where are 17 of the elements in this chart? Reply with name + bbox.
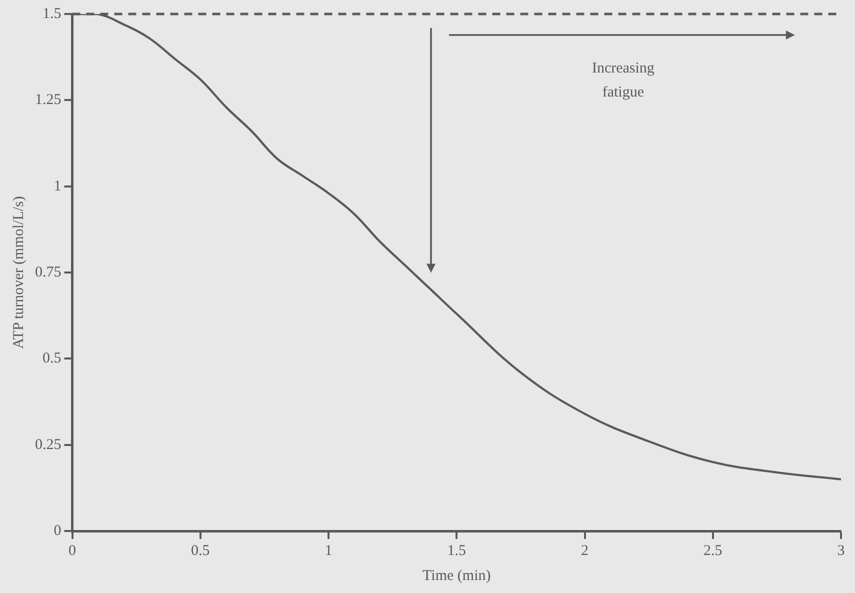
x-tick-label: 2 [581,542,588,559]
x-tick-label: 2.5 [704,542,722,559]
y-tick-label: 1 [54,178,62,194]
y-tick-label: 0.75 [35,264,62,280]
x-tick-label: 0.5 [191,542,210,559]
x-tick-label: 1 [324,542,332,559]
x-axis-title: Time (min) [422,568,491,584]
x-tick-label: 0 [68,542,76,559]
x-tick-label: 1.5 [447,542,466,559]
annotation: Increasing fatigue [592,60,655,101]
y-axis-title: ATP turnover (mmol/L/s) [10,196,27,349]
y-tick-label: 0 [54,522,62,539]
y-tick-label: 1.5 [42,6,62,22]
x-tick-label: 3 [837,542,845,559]
y-tick-label: 1.25 [35,92,62,108]
y-tick-label: 0.25 [35,436,62,453]
y-tick-label: 0.5 [42,350,62,367]
